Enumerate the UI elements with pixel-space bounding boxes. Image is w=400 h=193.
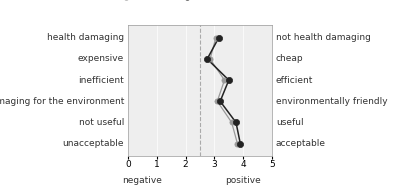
Text: inefficient: inefficient [78,76,124,85]
Text: expensive: expensive [78,54,124,63]
Text: cheap: cheap [276,54,304,63]
Text: unacceptable: unacceptable [62,139,124,148]
Point [213,36,219,39]
Text: acceptable: acceptable [276,139,326,148]
Point [217,100,223,103]
Point [221,79,228,82]
Point [233,121,239,124]
Point [226,79,232,82]
Point [207,57,213,60]
Text: environmentally friendly: environmentally friendly [276,97,388,106]
Point [214,100,220,103]
Text: health damaging: health damaging [47,33,124,42]
Text: not health damaging: not health damaging [276,33,371,42]
Point [204,57,210,60]
Point [237,142,244,145]
Text: negative: negative [122,176,162,185]
Text: damaging for the environment: damaging for the environment [0,97,124,106]
Point [216,36,222,39]
Point [234,142,241,145]
Text: positive: positive [225,176,261,185]
Text: useful: useful [276,118,304,127]
Point [228,121,235,124]
Legend: CCU, CO2-Based Fuel: CCU, CO2-Based Fuel [110,0,290,7]
Text: efficient: efficient [276,76,313,85]
Text: not useful: not useful [79,118,124,127]
